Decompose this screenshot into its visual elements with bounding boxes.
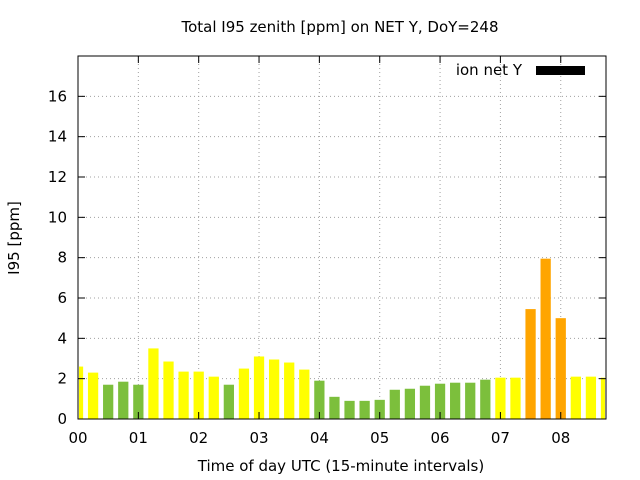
y-tick-label: 8 <box>57 249 67 267</box>
plot-frame <box>77 55 607 420</box>
x-tick-label: 02 <box>189 429 208 447</box>
bar <box>208 376 219 419</box>
y-tick-label: 2 <box>57 370 67 388</box>
bar <box>148 348 159 419</box>
bar <box>600 377 605 419</box>
bar <box>133 384 144 419</box>
bar <box>510 377 521 419</box>
bar <box>450 382 461 419</box>
y-tick-label: 4 <box>57 329 67 347</box>
x-tick-label: 05 <box>370 429 389 447</box>
y-tick-label: 6 <box>57 289 67 307</box>
bar <box>525 309 536 419</box>
bar <box>103 384 114 419</box>
bar <box>570 376 581 419</box>
legend: ion net Y <box>456 61 585 79</box>
y-tick-label: 16 <box>48 87 67 105</box>
grid <box>78 56 606 419</box>
bar <box>268 359 280 419</box>
y-axis-label: I95 [ppm] <box>5 201 23 275</box>
y-tick-label: 10 <box>48 208 67 226</box>
x-axis-label: Time of day UTC (15-minute intervals) <box>197 457 484 475</box>
x-tick-label: 04 <box>310 429 329 447</box>
bar <box>419 385 431 419</box>
bar <box>118 381 129 419</box>
bar <box>495 377 506 419</box>
y-tick-label: 12 <box>48 168 67 186</box>
bar <box>193 371 204 419</box>
chart-title: Total I95 zenith [ppm] on NET Y, DoY=248 <box>180 18 498 36</box>
bar <box>223 384 234 419</box>
bar <box>163 361 174 419</box>
x-tick-label: 08 <box>551 429 570 447</box>
bar <box>585 376 597 419</box>
bar <box>314 380 325 419</box>
bar <box>434 383 446 419</box>
legend-label: ion net Y <box>456 61 523 79</box>
bar <box>374 399 385 419</box>
bar <box>299 369 310 419</box>
bar <box>253 356 265 419</box>
bar <box>178 371 189 419</box>
bar <box>344 400 355 419</box>
y-tick-label: 14 <box>48 128 67 146</box>
x-tick-label: 00 <box>68 429 87 447</box>
x-tick-label: 06 <box>431 429 450 447</box>
bar <box>284 362 295 419</box>
x-tick-label: 03 <box>249 429 268 447</box>
bar <box>329 396 340 419</box>
legend-swatch <box>536 66 585 75</box>
bar <box>389 389 400 419</box>
bar <box>359 400 370 419</box>
bar <box>555 318 566 419</box>
bar <box>404 388 416 419</box>
bar <box>480 379 491 419</box>
x-tick-label: 01 <box>129 429 148 447</box>
bar <box>238 368 250 419</box>
bar <box>540 258 551 419</box>
bars <box>79 258 605 419</box>
bar <box>79 366 84 419</box>
x-tick-label: 07 <box>491 429 510 447</box>
y-tick-label: 0 <box>57 410 67 428</box>
bar <box>87 372 99 419</box>
bar <box>465 382 476 419</box>
